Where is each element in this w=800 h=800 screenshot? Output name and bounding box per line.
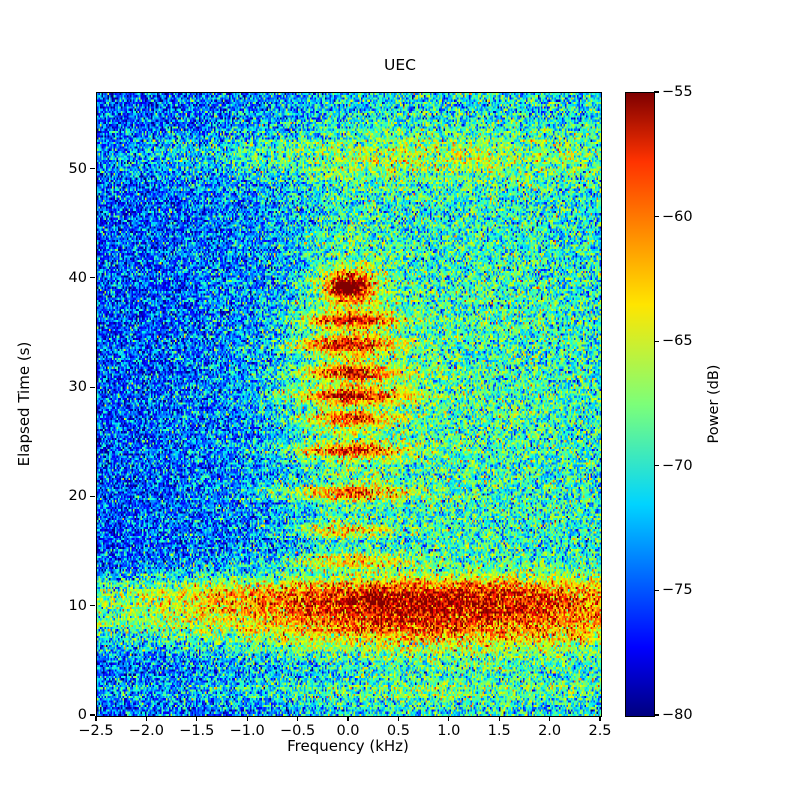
x-axis-tick-label: −1.5: [179, 723, 215, 739]
x-axis-tick-label: −1.0: [229, 723, 265, 739]
colorbar-tick-label: −55: [662, 84, 693, 100]
y-axis-tick-label: 50: [68, 160, 87, 177]
y-axis-tick-label: 40: [68, 269, 87, 286]
colorbar-tick-label: −75: [662, 582, 693, 599]
x-axis-tick: [448, 716, 450, 721]
x-axis-tick-label: −0.5: [279, 723, 316, 739]
colorbar-tick: [654, 714, 659, 716]
y-axis-label: Elapsed Time (s): [15, 341, 33, 466]
colorbar-tick: [654, 91, 659, 93]
x-axis-tick-label: 2.0: [538, 723, 562, 739]
title-station: UEC: [384, 56, 416, 74]
y-axis-tick-label: 30: [68, 379, 87, 396]
x-axis-tick: [498, 716, 500, 721]
y-axis-tick: [90, 386, 95, 388]
spectrogram-axes: [96, 92, 602, 717]
x-axis-tick-label: 1.5: [487, 723, 511, 739]
colorbar-gradient: [626, 93, 654, 716]
colorbar-tick-label: −80: [662, 707, 693, 723]
x-axis-tick: [599, 716, 601, 721]
y-axis-tick: [90, 167, 95, 170]
x-axis-tick: [297, 716, 299, 721]
colorbar-tick: [654, 340, 659, 342]
colorbar-tick-label: −65: [662, 333, 693, 350]
colorbar-tick-label: −60: [662, 208, 693, 225]
x-axis-label: Frequency (kHz): [287, 737, 409, 755]
x-axis-tick: [145, 716, 147, 721]
x-axis-tick: [196, 716, 198, 721]
x-axis-tick-label: 1.0: [437, 723, 461, 739]
x-axis-tick-label: −2.5: [78, 723, 114, 739]
y-axis-tick-label: 20: [68, 488, 87, 505]
x-axis-tick: [246, 716, 248, 721]
x-axis-tick: [397, 716, 399, 721]
colorbar-label: Power (dB): [706, 364, 722, 443]
y-axis-tick: [90, 495, 95, 497]
y-axis-tick-label: 0: [77, 707, 87, 723]
x-axis-tick-label: 2.5: [588, 723, 612, 739]
colorbar-axes: [625, 92, 655, 717]
x-axis-tick-label: 0.0: [336, 723, 360, 739]
x-axis-tick: [347, 716, 349, 721]
colorbar-tick: [654, 589, 659, 591]
y-axis-tick-label: 10: [68, 597, 87, 614]
colorbar-tick: [654, 465, 659, 467]
y-axis-tick: [90, 605, 95, 607]
y-axis-tick: [90, 714, 95, 716]
x-axis-tick-label: 0.5: [386, 723, 410, 739]
x-axis-tick: [95, 716, 97, 721]
spectrogram-image: [97, 93, 601, 716]
colorbar-tick: [654, 216, 659, 218]
x-axis-tick: [549, 716, 551, 721]
x-axis-tick-label: −2.0: [128, 723, 164, 739]
y-axis-tick: [90, 277, 95, 279]
colorbar-tick-label: −70: [662, 457, 693, 474]
